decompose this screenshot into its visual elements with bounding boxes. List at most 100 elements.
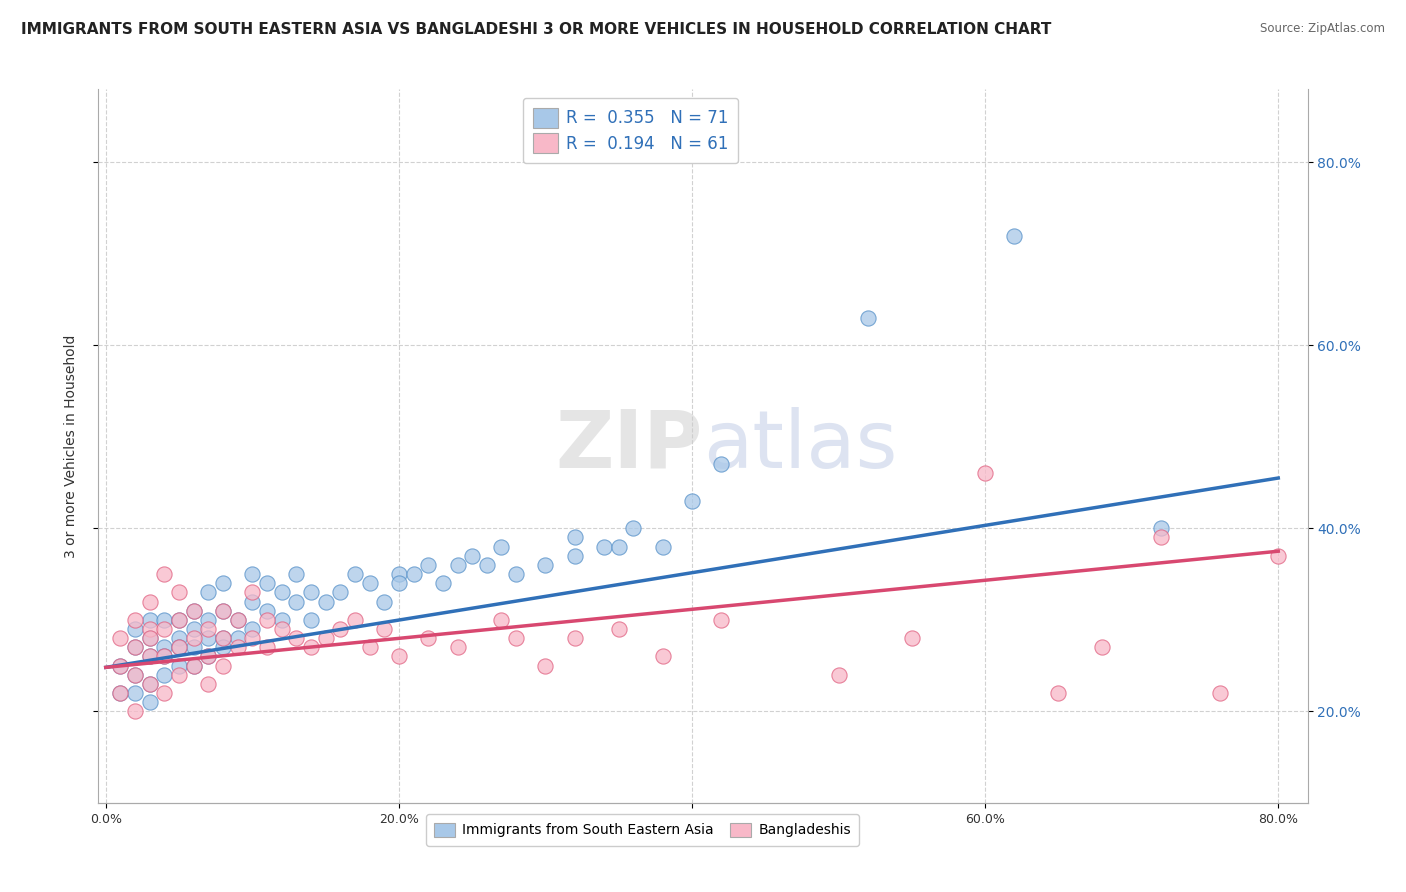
- Point: [607, 540, 630, 554]
- Point: [167, 658, 190, 673]
- Point: [534, 558, 557, 572]
- Point: [827, 667, 849, 681]
- Point: [110, 686, 132, 700]
- Point: [153, 649, 176, 664]
- Y-axis label: 3 or more Vehicles in Household: 3 or more Vehicles in Household: [63, 334, 77, 558]
- Point: [299, 585, 322, 599]
- Point: [226, 631, 249, 645]
- Point: [446, 640, 468, 655]
- Point: [285, 631, 308, 645]
- Point: [1091, 640, 1114, 655]
- Point: [226, 613, 249, 627]
- Point: [197, 649, 219, 664]
- Text: Source: ZipAtlas.com: Source: ZipAtlas.com: [1260, 22, 1385, 36]
- Text: ZIP: ZIP: [555, 407, 703, 485]
- Point: [270, 622, 292, 636]
- Point: [138, 649, 160, 664]
- Point: [183, 622, 205, 636]
- Point: [212, 604, 235, 618]
- Point: [167, 613, 190, 627]
- Point: [418, 631, 440, 645]
- Point: [299, 640, 322, 655]
- Point: [621, 521, 644, 535]
- Point: [607, 622, 630, 636]
- Point: [329, 585, 352, 599]
- Point: [505, 567, 527, 582]
- Point: [564, 531, 586, 545]
- Point: [124, 667, 146, 681]
- Point: [124, 613, 146, 627]
- Point: [124, 667, 146, 681]
- Point: [505, 631, 527, 645]
- Text: IMMIGRANTS FROM SOUTH EASTERN ASIA VS BANGLADESHI 3 OR MORE VEHICLES IN HOUSEHOL: IMMIGRANTS FROM SOUTH EASTERN ASIA VS BA…: [21, 22, 1052, 37]
- Text: atlas: atlas: [703, 407, 897, 485]
- Point: [564, 549, 586, 563]
- Point: [475, 558, 498, 572]
- Point: [212, 640, 235, 655]
- Point: [359, 640, 381, 655]
- Point: [124, 686, 146, 700]
- Point: [212, 576, 235, 591]
- Point: [197, 677, 219, 691]
- Point: [240, 594, 263, 608]
- Point: [432, 576, 454, 591]
- Point: [226, 613, 249, 627]
- Point: [124, 622, 146, 636]
- Point: [681, 494, 703, 508]
- Point: [388, 649, 411, 664]
- Point: [167, 613, 190, 627]
- Point: [212, 658, 235, 673]
- Point: [110, 658, 132, 673]
- Point: [710, 458, 733, 472]
- Point: [138, 649, 160, 664]
- Point: [138, 677, 160, 691]
- Point: [974, 467, 997, 481]
- Point: [110, 658, 132, 673]
- Point: [299, 613, 322, 627]
- Point: [197, 649, 219, 664]
- Point: [388, 567, 411, 582]
- Point: [124, 640, 146, 655]
- Point: [167, 631, 190, 645]
- Point: [153, 649, 176, 664]
- Point: [153, 622, 176, 636]
- Point: [1267, 549, 1289, 563]
- Point: [359, 576, 381, 591]
- Point: [491, 540, 513, 554]
- Point: [710, 613, 733, 627]
- Point: [461, 549, 484, 563]
- Point: [651, 649, 673, 664]
- Point: [183, 631, 205, 645]
- Point: [418, 558, 440, 572]
- Point: [240, 622, 263, 636]
- Point: [153, 640, 176, 655]
- Point: [373, 622, 395, 636]
- Point: [1208, 686, 1230, 700]
- Point: [534, 658, 557, 673]
- Point: [138, 594, 160, 608]
- Point: [110, 686, 132, 700]
- Point: [212, 631, 235, 645]
- Point: [373, 594, 395, 608]
- Point: [240, 567, 263, 582]
- Point: [315, 631, 337, 645]
- Point: [153, 686, 176, 700]
- Point: [183, 640, 205, 655]
- Point: [212, 604, 235, 618]
- Point: [183, 604, 205, 618]
- Point: [285, 567, 308, 582]
- Point: [270, 613, 292, 627]
- Point: [256, 613, 278, 627]
- Point: [270, 585, 292, 599]
- Point: [388, 576, 411, 591]
- Point: [212, 631, 235, 645]
- Point: [167, 640, 190, 655]
- Point: [564, 631, 586, 645]
- Point: [197, 622, 219, 636]
- Point: [1150, 531, 1173, 545]
- Point: [138, 631, 160, 645]
- Point: [183, 658, 205, 673]
- Point: [402, 567, 425, 582]
- Point: [315, 594, 337, 608]
- Point: [138, 695, 160, 709]
